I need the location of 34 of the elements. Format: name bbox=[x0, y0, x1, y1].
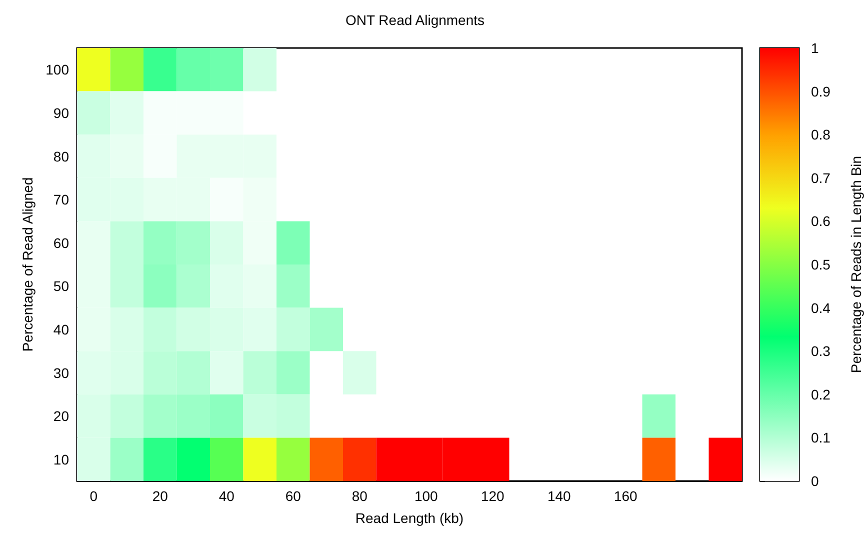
x-tick-label: 40 bbox=[218, 488, 235, 504]
y-tick-label: 60 bbox=[53, 234, 70, 251]
color-bar-title: Percentage of Reads in Length Bin bbox=[848, 156, 864, 374]
x-tick-label: 60 bbox=[285, 488, 302, 504]
color-bar-label: 0 bbox=[811, 473, 819, 489]
x-tick-label: 140 bbox=[547, 488, 572, 504]
y-tick-label: 10 bbox=[53, 451, 70, 468]
color-bar-label: 0.1 bbox=[811, 430, 831, 446]
y-tick-label: 40 bbox=[53, 321, 70, 338]
x-tick-label: 20 bbox=[152, 488, 168, 504]
y-tick-label: 80 bbox=[53, 148, 70, 164]
x-tick-label: 120 bbox=[480, 488, 505, 504]
y-axis-title: Percentage of Read Aligned bbox=[20, 177, 36, 352]
x-tick-label: 160 bbox=[614, 488, 638, 504]
x-tick-label: 80 bbox=[352, 488, 368, 504]
color-bar-label: 0.4 bbox=[811, 300, 831, 316]
color-bar-label: 0.9 bbox=[811, 83, 831, 100]
color-bar-label: 0.6 bbox=[811, 213, 831, 230]
color-bar-label: 0.3 bbox=[811, 343, 831, 360]
color-bar-label: 0.7 bbox=[811, 170, 831, 186]
y-tick-label: 30 bbox=[53, 364, 70, 381]
y-tick-label: 20 bbox=[53, 408, 70, 424]
x-tick-label: 100 bbox=[414, 488, 438, 504]
y-tick-label: 90 bbox=[53, 104, 70, 121]
color-bar-label: 0.8 bbox=[811, 126, 831, 143]
color-bar-label: 0.2 bbox=[811, 386, 831, 402]
y-tick-label: 100 bbox=[46, 62, 70, 78]
y-tick-label: 50 bbox=[53, 278, 70, 294]
x-axis-title: Read Length (kb) bbox=[355, 510, 464, 526]
y-tick-label: 70 bbox=[53, 192, 70, 208]
chart-title: ONT Read Alignments bbox=[345, 12, 485, 28]
x-tick-label: 0 bbox=[90, 488, 98, 504]
color-bar-label: 0.5 bbox=[811, 256, 831, 272]
color-bar-label: 1 bbox=[811, 40, 819, 56]
